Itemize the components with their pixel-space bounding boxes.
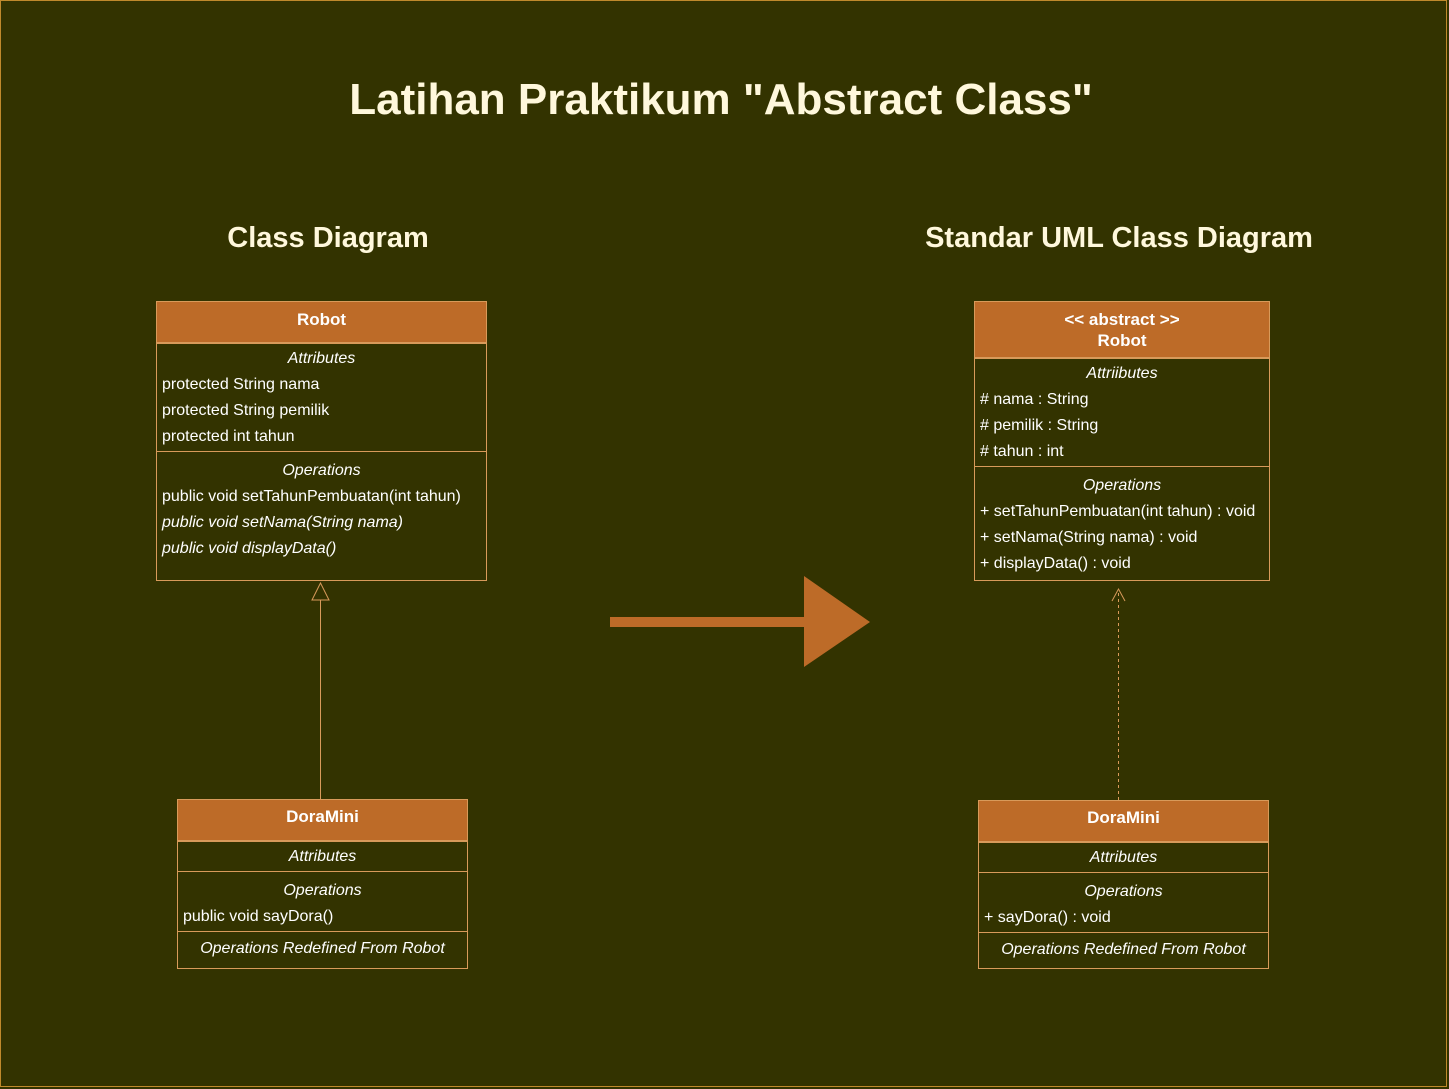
redefined-caption: Operations Redefined From Robot <box>200 940 445 957</box>
left-robot-attributes: Attributes protected String nama protect… <box>157 343 486 451</box>
abstract-operation-row: public void setNama(String nama) <box>162 514 403 531</box>
left-robot-header: Robot <box>157 302 486 343</box>
left-doramini-header: DoraMini <box>178 800 467 841</box>
attributes-caption: Attributes <box>288 848 357 865</box>
left-heading: Class Diagram <box>227 222 429 254</box>
right-doramini-redefined: Operations Redefined From Robot <box>979 932 1268 963</box>
left-robot-operations: Operations public void setTahunPembuatan… <box>157 451 486 562</box>
right-robot-attributes: Attriibutes # nama : String # pemilik : … <box>975 358 1269 466</box>
operation-row: + sayDora() : void <box>984 909 1111 926</box>
right-doramini-operations: Operations + sayDora() : void <box>979 872 1268 932</box>
abstract-operation-row: public void displayData() <box>162 540 337 557</box>
stereotype-label: << abstract >> <box>1064 310 1180 329</box>
operation-row: public void sayDora() <box>183 908 334 925</box>
attribute-row: # pemilik : String <box>980 417 1099 434</box>
right-doramini-class[interactable]: DoraMini Attributes Operations + sayDora… <box>978 800 1269 969</box>
operation-row: + setNama(String nama) : void <box>980 529 1198 546</box>
operations-caption: Operations <box>1082 477 1162 494</box>
attributes-caption: Attributes <box>1089 849 1158 866</box>
left-doramini-attributes: Attributes <box>178 841 467 871</box>
operation-row: + setTahunPembuatan(int tahun) : void <box>980 503 1256 520</box>
left-doramini-redefined: Operations Redefined From Robot <box>178 931 467 962</box>
attributes-caption: Attriibutes <box>1086 365 1158 382</box>
realization-arrowhead <box>1111 587 1126 602</box>
operation-row: public void setTahunPembuatan(int tahun) <box>162 488 461 505</box>
left-doramini-class[interactable]: DoraMini Attributes Operations public vo… <box>177 799 468 969</box>
left-doramini-operations: Operations public void sayDora() <box>178 871 467 931</box>
attribute-row: protected int tahun <box>162 428 295 445</box>
page-title: Latihan Praktikum "Abstract Class" <box>349 75 1093 124</box>
right-robot-header: << abstract >> Robot <box>975 302 1269 358</box>
inheritance-arrowhead <box>311 581 330 601</box>
transform-arrow-icon <box>610 576 870 667</box>
attributes-caption: Attributes <box>287 350 356 367</box>
right-robot-operations: Operations + setTahunPembuatan(int tahun… <box>975 466 1269 577</box>
operations-caption: Operations <box>283 882 362 899</box>
right-robot-class[interactable]: << abstract >> Robot Attriibutes # nama … <box>974 301 1270 581</box>
operations-caption: Operations <box>282 462 361 479</box>
attribute-row: protected String nama <box>162 376 320 393</box>
right-heading: Standar UML Class Diagram <box>925 222 1313 254</box>
operations-caption: Operations <box>1084 883 1163 900</box>
attribute-row: protected String pemilik <box>162 402 330 419</box>
redefined-caption: Operations Redefined From Robot <box>1001 941 1246 958</box>
left-robot-class[interactable]: Robot Attributes protected String nama p… <box>156 301 487 581</box>
right-doramini-header: DoraMini <box>979 801 1268 842</box>
class-name: Robot <box>1097 331 1147 350</box>
attribute-row: # tahun : int <box>980 443 1064 460</box>
right-doramini-attributes: Attributes <box>979 842 1268 872</box>
attribute-row: # nama : String <box>980 391 1089 408</box>
operation-row: + displayData() : void <box>980 555 1131 572</box>
